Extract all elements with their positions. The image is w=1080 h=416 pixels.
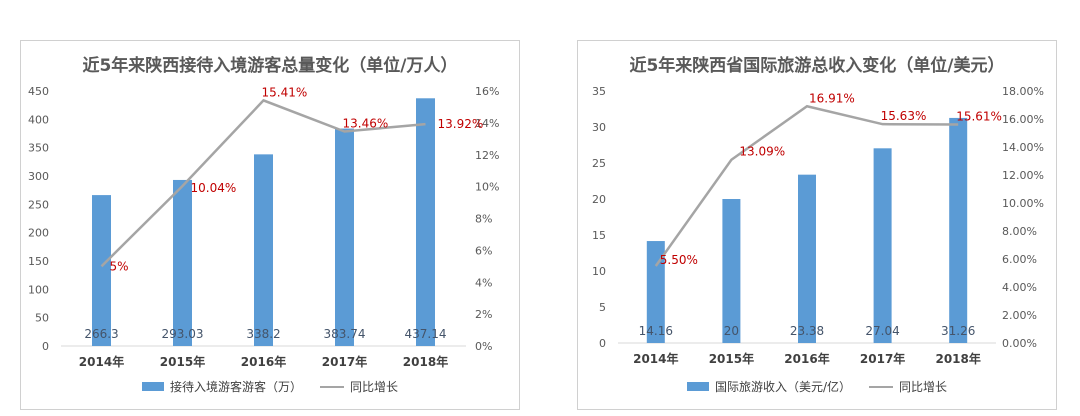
bar (335, 128, 354, 346)
y-tick-label: 250 (28, 198, 49, 211)
growth-value-label: 15.61% (956, 109, 1002, 123)
bar (416, 98, 435, 346)
bar-value-label: 14.16 (639, 324, 673, 338)
legend-item-line: 同比增长 (869, 378, 947, 395)
x-tick-label: 2017年 (322, 354, 367, 369)
growth-value-label: 13.92% (438, 117, 484, 131)
y-tick-label: 10 (592, 265, 606, 278)
chart-legend: 接待入境游客游客（万） 同比增长 (21, 378, 519, 395)
y-tick-label: 450 (28, 85, 49, 98)
chart-plot: 0 5 10 15 20 25 30 35 0.00% 2.00% 4.00% 6.00% 8.00% 1… (592, 85, 1044, 366)
x-tick-label: 2015年 (160, 354, 205, 369)
y-tick-label: 50 (35, 312, 49, 325)
bar-value-label: 338.2 (246, 327, 280, 341)
y-tick-label: 200 (28, 227, 49, 240)
y2-tick-label: 8% (475, 213, 492, 226)
y-tick-label: 5 (599, 301, 606, 314)
legend-line-swatch (869, 385, 894, 388)
growth-value-label: 13.46% (343, 116, 389, 130)
chart-plot: 0 50 100 150 200 250 300 350 400 450 0% 2% 4% 6% 8% 10%… (28, 85, 499, 369)
chart-legend: 国际旅游收入（美元/亿） 同比增长 (578, 378, 1056, 395)
y2-tick-label: 2% (475, 308, 492, 321)
bar (646, 241, 665, 343)
legend-bar-swatch (686, 382, 709, 391)
growth-value-label: 10.04% (191, 181, 237, 195)
growth-value-label: 15.63% (881, 109, 927, 123)
x-tick-label: 2016年 (784, 351, 829, 366)
bar (722, 199, 741, 343)
bar-value-label: 266.3 (84, 327, 118, 341)
y-tick-label: 350 (28, 142, 49, 155)
bar-value-label: 20 (724, 324, 739, 338)
y2-tick-label: 0.00% (1002, 337, 1037, 350)
bar-value-label: 383.74 (324, 327, 366, 341)
y2-tick-label: 10% (475, 181, 499, 194)
chart-title: 近5年来陕西省国际旅游总收入变化（单位/美元） (629, 56, 1005, 76)
bar (949, 117, 968, 343)
y2-tick-label: 8.00% (1002, 225, 1037, 238)
growth-value-label: 5.50% (660, 253, 698, 267)
legend-item-line: 同比增长 (320, 378, 398, 395)
y-tick-label: 15 (592, 229, 606, 242)
bar-value-label: 437.14 (405, 327, 447, 341)
legend-line-label: 同比增长 (899, 380, 948, 394)
y2-tick-label: 18.00% (1002, 85, 1044, 98)
y2-tick-label: 16.00% (1002, 113, 1044, 126)
chart-title: 近5年来陕西接待入境游客总量变化（单位/万人） (82, 56, 458, 76)
chart-panel-revenue: 近5年来陕西省国际旅游总收入变化（单位/美元） 0 5 10 15 20 25 30 35 0.… (577, 40, 1057, 410)
legend-item-bar: 接待入境游客游客（万） (141, 378, 302, 395)
bar (92, 195, 111, 346)
growth-value-label: 5% (110, 259, 129, 273)
legend-bar-swatch (141, 382, 164, 391)
growth-value-label: 15.41% (262, 85, 308, 99)
y-tick-label: 25 (592, 157, 606, 170)
y2-tick-label: 0% (475, 340, 492, 353)
y-tick-label: 300 (28, 170, 49, 183)
bar-value-label: 27.04 (865, 324, 899, 338)
growth-line (100, 98, 426, 268)
y-tick-label: 100 (28, 283, 49, 296)
legend-item-bar: 国际旅游收入（美元/亿） (686, 378, 852, 395)
y2-tick-label: 12.00% (1002, 169, 1044, 182)
y2-tick-label: 12% (475, 149, 499, 162)
x-tick-label: 2017年 (860, 351, 905, 366)
chart-panel-visitors: 近5年来陕西接待入境游客总量变化（单位/万人） 0 50 100 150 200 250 3… (20, 40, 520, 410)
y2-tick-label: 14% (475, 117, 499, 130)
y2-tick-label: 16% (475, 85, 499, 98)
x-tick-label: 2018年 (935, 351, 980, 366)
y2-tick-label: 2.00% (1002, 309, 1037, 322)
bar (173, 179, 192, 346)
y-tick-label: 30 (592, 121, 606, 134)
legend-line-swatch (320, 385, 344, 388)
y-tick-label: 400 (28, 113, 49, 126)
y2-tick-label: 6% (475, 244, 492, 257)
bar-value-label: 31.26 (941, 324, 975, 338)
y2-tick-label: 10.00% (1002, 197, 1044, 210)
x-tick-label: 2018年 (403, 354, 448, 369)
y-tick-label: 20 (592, 193, 606, 206)
bar-value-label: 293.03 (162, 327, 204, 341)
bar (798, 174, 816, 343)
y2-tick-label: 14.00% (1002, 141, 1044, 154)
y-tick-label: 0 (599, 337, 606, 350)
growth-value-label: 13.09% (739, 145, 785, 159)
y-tick-label: 35 (592, 85, 606, 98)
bar (254, 154, 273, 346)
y2-tick-label: 4.00% (1002, 281, 1037, 294)
growth-line (654, 104, 959, 267)
x-tick-label: 2014年 (633, 351, 678, 366)
y2-tick-label: 4% (475, 276, 492, 289)
bar (873, 148, 892, 343)
x-tick-label: 2015年 (709, 351, 754, 366)
y2-tick-label: 6.00% (1002, 253, 1037, 266)
legend-bar-label: 接待入境游客游客（万） (169, 380, 302, 394)
legend-bar-label: 国际旅游收入（美元/亿） (714, 380, 852, 394)
x-tick-label: 2014年 (79, 354, 124, 369)
x-tick-label: 2016年 (241, 354, 286, 369)
y-tick-label: 0 (42, 340, 49, 353)
bar-value-label: 23.38 (790, 324, 824, 338)
growth-value-label: 16.91% (809, 91, 855, 105)
y-tick-label: 150 (28, 255, 49, 268)
legend-line-label: 同比增长 (350, 380, 399, 394)
